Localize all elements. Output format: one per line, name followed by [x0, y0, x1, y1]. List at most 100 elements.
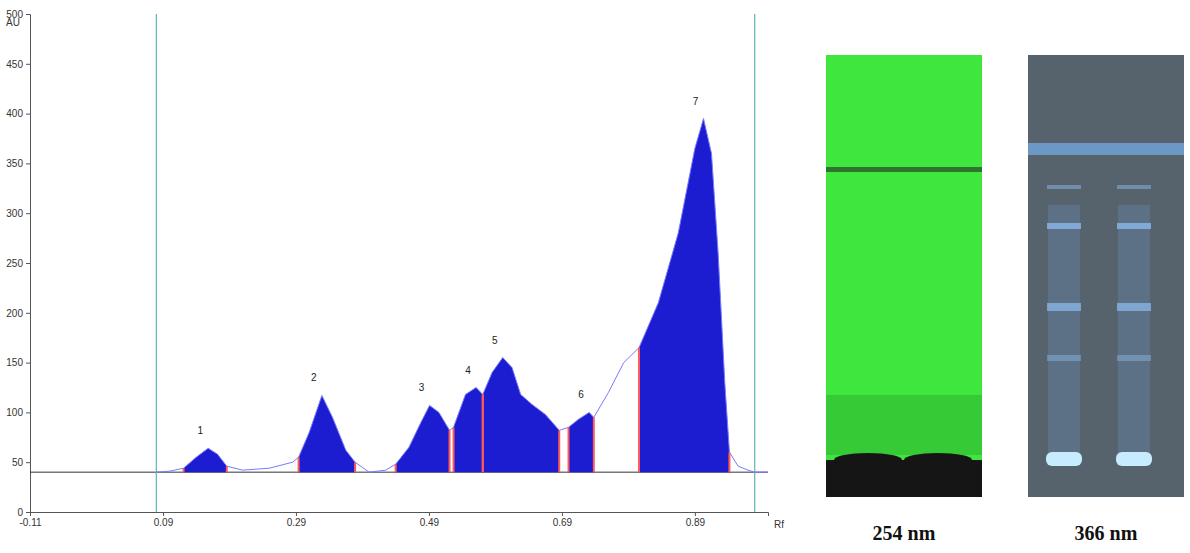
origin-spot — [1046, 452, 1082, 466]
peak-area — [639, 119, 729, 473]
plate-shade — [826, 395, 982, 455]
peak-label: 7 — [693, 96, 699, 107]
x-axis-line — [31, 513, 769, 517]
peak-boundary — [449, 430, 451, 472]
y-tick: 100 — [6, 407, 30, 418]
y-tick-label: 450 — [6, 59, 23, 70]
y-tick-mark — [26, 462, 30, 463]
peak-boundary — [482, 394, 484, 472]
y-tick-mark — [26, 163, 30, 164]
y-tick-label: 300 — [6, 208, 23, 219]
x-tick-label: 0.29 — [287, 517, 307, 528]
y-tick: 200 — [6, 308, 30, 319]
peak-boundary — [593, 417, 595, 472]
y-tick-mark — [26, 412, 30, 413]
densitogram-line — [156, 119, 768, 473]
y-tick-mark — [26, 313, 30, 314]
x-tick-mark — [429, 512, 430, 516]
y-tick-mark — [26, 64, 30, 65]
band — [1117, 303, 1151, 311]
y-tick-label: 350 — [6, 158, 23, 169]
peak-label: 3 — [419, 382, 425, 393]
reference-line — [754, 14, 755, 512]
peak-label: 1 — [197, 425, 203, 436]
y-tick-label: 150 — [6, 357, 23, 368]
x-tick: 0.69 — [553, 512, 573, 528]
y-tick-label: 50 — [12, 457, 24, 468]
y-tick-mark — [26, 114, 30, 115]
y-tick-label: 250 — [6, 258, 23, 269]
x-tick-mark — [30, 512, 31, 516]
peak-label: 4 — [465, 365, 471, 376]
x-tick-label: 0.49 — [420, 517, 440, 528]
x-tick: -0.11 — [19, 512, 41, 528]
band — [1117, 185, 1151, 189]
band — [1047, 303, 1081, 311]
peak-area — [396, 405, 450, 472]
lane-streak — [1048, 205, 1080, 465]
peak-boundary — [482, 394, 484, 472]
plate-366 — [1028, 55, 1184, 497]
figure: 050100150200250300350400450500-0.110.090… — [0, 0, 1190, 553]
x-tick-label: 0.69 — [553, 517, 573, 528]
x-tick-label: 0.89 — [686, 517, 706, 528]
spot — [834, 453, 902, 467]
y-tick: 150 — [6, 357, 30, 368]
peak-boundary — [183, 468, 185, 472]
y-tick-mark — [26, 363, 30, 364]
x-tick-mark — [296, 512, 297, 516]
plate-background — [1028, 55, 1184, 497]
x-tick-mark — [163, 512, 164, 516]
y-tick: 50 — [12, 457, 30, 468]
peak-boundary — [226, 466, 228, 472]
solvent-front — [826, 167, 982, 172]
reference-line — [156, 14, 157, 512]
x-tick-mark — [695, 512, 696, 516]
x-tick-label: -0.11 — [19, 517, 41, 528]
y-tick-label: 200 — [6, 308, 23, 319]
y-tick: 0 — [17, 507, 30, 518]
peak-label: 2 — [311, 372, 317, 383]
y-tick-mark — [26, 512, 30, 513]
y-tick-mark — [26, 213, 30, 214]
peak-boundary — [298, 457, 300, 472]
x-tick-mark — [562, 512, 563, 516]
plate-background — [826, 55, 982, 497]
x-axis: -0.11 0.09 0.29 0.49 0.69 0.89 — [19, 512, 768, 528]
band — [1047, 185, 1081, 189]
y-axis-title: AU — [6, 17, 20, 28]
y-tick: 300 — [6, 208, 30, 219]
origin-spot — [1116, 452, 1152, 466]
plot-area — [30, 14, 768, 512]
plate-label: 254 nm — [873, 522, 936, 544]
peak-area — [454, 388, 483, 473]
y-tick-mark — [26, 263, 30, 264]
x-tick: 0.49 — [420, 512, 440, 528]
y-tick-label: 400 — [6, 108, 23, 119]
x-tick: 0.29 — [287, 512, 307, 528]
x-axis-title: Rf — [774, 519, 784, 530]
peak-boundary — [453, 427, 455, 472]
y-tick-mark — [26, 14, 30, 15]
peak-boundary — [568, 427, 570, 472]
peak-boundary — [638, 348, 640, 473]
peak-area — [299, 395, 356, 472]
peak-boundary — [728, 452, 730, 472]
x-tick-label: 0.09 — [154, 517, 174, 528]
peak-label: 5 — [492, 335, 498, 346]
y-tick: 400 — [6, 108, 30, 119]
peak-boundary — [558, 430, 560, 472]
band — [1047, 355, 1081, 361]
band — [1117, 223, 1151, 229]
plate-254 — [826, 55, 982, 497]
peak-area — [569, 412, 594, 472]
spot — [904, 453, 972, 467]
plate-label: 366 nm — [1075, 522, 1138, 544]
band — [1117, 355, 1151, 361]
peak-area — [483, 358, 559, 473]
y-tick: 250 — [6, 258, 30, 269]
y-tick-label: 100 — [6, 407, 23, 418]
x-tick: 0.89 — [686, 512, 706, 528]
peak-boundary — [395, 464, 397, 472]
band — [1047, 223, 1081, 229]
